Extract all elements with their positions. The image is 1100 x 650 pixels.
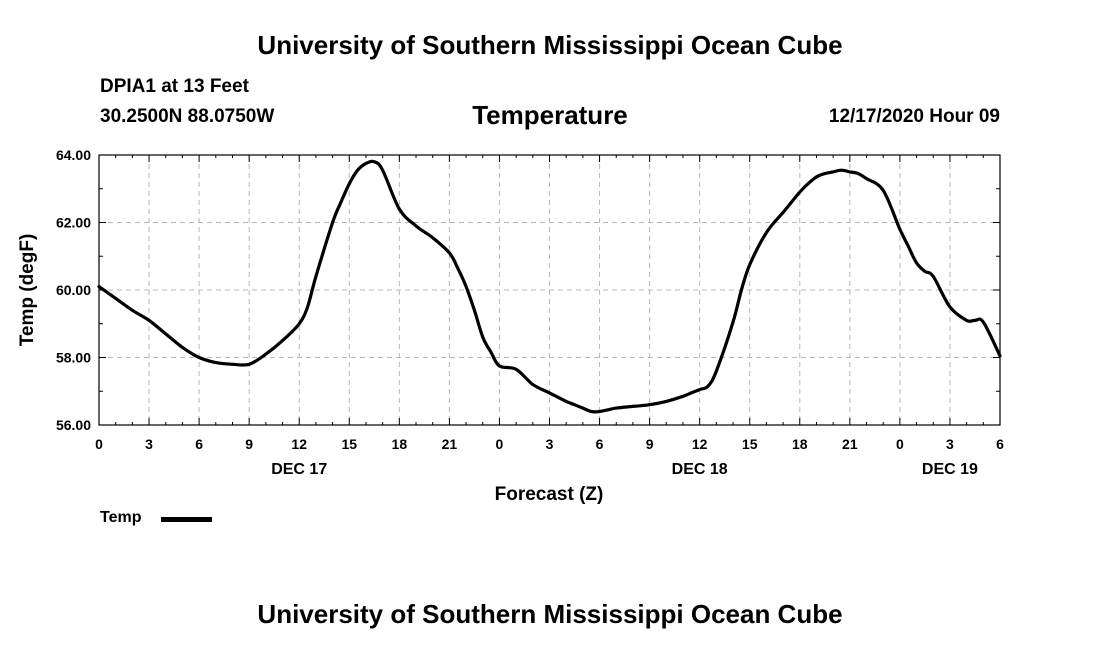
x-tick-label: 15: [341, 436, 357, 452]
x-tick-label: 21: [442, 436, 458, 452]
x-tick-label: 9: [646, 436, 654, 452]
grid-lines: [99, 155, 1000, 425]
legend-label: Temp: [100, 509, 142, 526]
x-tick-label: 3: [145, 436, 153, 452]
x-tick-label: 6: [996, 436, 1004, 452]
series-layer: [97, 159, 1002, 414]
x-axis-label: Forecast (Z): [495, 484, 604, 505]
x-tick-label: 12: [291, 436, 307, 452]
x-tick-label: 6: [195, 436, 203, 452]
x-tick-label: 6: [596, 436, 604, 452]
top-title: University of Southern Mississippi Ocean…: [257, 30, 843, 60]
x-tick-label: 0: [496, 436, 504, 452]
x-tick-label: 0: [95, 436, 103, 452]
x-tick-label: 21: [842, 436, 858, 452]
y-tick-label: 58.00: [56, 350, 91, 366]
x-tick-label: 15: [742, 436, 758, 452]
station-name: DPIA1 at 13 Feet: [100, 76, 249, 97]
x-tick-label: 3: [546, 436, 554, 452]
y-tick-label: 60.00: [56, 282, 91, 298]
forecast-issued-time: 12/17/2020 Hour 09: [828, 106, 1000, 127]
date-label: DEC 18: [672, 461, 728, 478]
bottom-title: University of Southern Mississippi Ocean…: [257, 599, 843, 629]
chart-title: Temperature: [472, 100, 628, 130]
date-label: DEC 17: [271, 461, 327, 478]
x-tick-label: 3: [946, 436, 954, 452]
x-tick-label: 18: [392, 436, 408, 452]
y-tick-label: 64.00: [56, 147, 91, 163]
x-tick-label: 18: [792, 436, 808, 452]
axes: [98, 154, 1001, 426]
plot-frame: [98, 154, 1001, 426]
station-coordinates: 30.2500N 88.0750W: [100, 106, 275, 127]
x-tick-label: 12: [692, 436, 708, 452]
x-tick-label: 0: [896, 436, 904, 452]
y-tick-label: 56.00: [56, 417, 91, 433]
series-line-temp: [97, 159, 1002, 414]
date-label: DEC 19: [922, 461, 978, 478]
y-axis-label: Temp (degF): [17, 234, 38, 347]
y-tick-label: 62.00: [56, 215, 91, 231]
x-tick-label: 9: [245, 436, 253, 452]
tick-labels: 0 3 6 9 12 15 18 21 0 3 6 9 12 15 18 21 0 3 6 56.00 58.00 60.…: [56, 147, 1004, 478]
legend-line-swatch: [161, 517, 212, 522]
